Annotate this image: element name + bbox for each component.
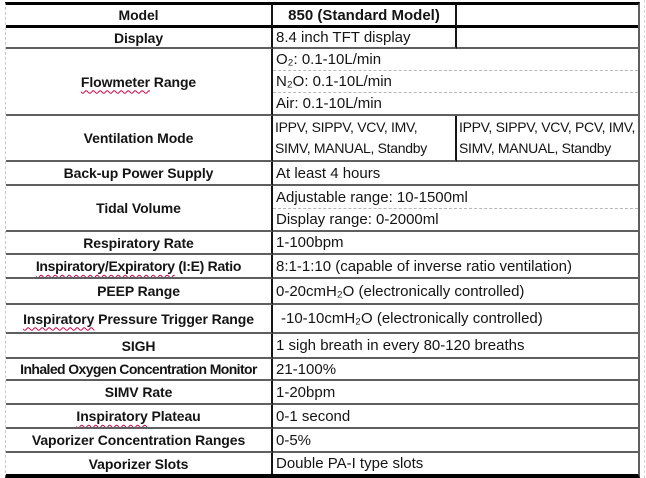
spec-value-simv-rate: 1-20bpm: [273, 381, 638, 405]
label-rest: Plateau: [147, 408, 201, 424]
flowmeter-range-label-text: Flowmeter Range: [81, 74, 196, 90]
spec-value2-display-empty: [457, 28, 638, 49]
spec-label-peep-range: PEEP Range: [6, 279, 273, 305]
spec-label-model: Model: [6, 5, 273, 28]
trigger-range-label-text: Inspiratory Pressure Trigger Range: [23, 311, 254, 327]
page-edge-dashed-line: [644, 0, 645, 478]
spec-value-inhaled-oxygen-concentration-monitor: 21-100%: [273, 359, 638, 381]
label-rest: (I:E) Ratio: [174, 258, 242, 274]
spec-value2-model-empty: [457, 5, 638, 28]
spec-value-display: 8.4 inch TFT display: [273, 28, 457, 49]
spec-label-inspiratory-plateau: Inspiratory Plateau: [6, 405, 273, 429]
spec-label-ventilation-mode: Ventilation Mode: [6, 116, 273, 162]
spec-value-ventilation-mode-standard: IPPV, SIPPV, VCV, IMV, SIMV, MANUAL, Sta…: [273, 116, 457, 162]
spec-value-inspiratory-plateau: 0-1 second: [273, 405, 638, 429]
spec-value-tidal-volume-display: Display range: 0-2000ml: [273, 209, 638, 232]
spec-label-vaporizer-slots: Vaporizer Slots: [6, 453, 273, 474]
spec-value-tidal-volume-adjustable: Adjustable range: 10-1500ml: [273, 186, 638, 209]
plateau-label-text: Inspiratory Plateau: [76, 408, 200, 424]
spec-value-sigh: 1 sigh breath in every 80-120 breaths: [273, 334, 638, 359]
spec-value-flowmeter-n2o: N₂O: 0.1-10L/min: [273, 71, 638, 93]
spec-value-flowmeter-o2: O₂: 0.1-10L/min: [273, 49, 638, 71]
spec-value-model: 850 (Standard Model): [273, 5, 457, 28]
spec-label-vaporizer-concentration-ranges: Vaporizer Concentration Ranges: [6, 429, 273, 453]
spec-value-vaporizer-slots: Double PA-I type slots: [276, 455, 424, 472]
spec-value-backup-power-supply: At least 4 hours: [273, 162, 638, 186]
spec-label-sigh: SIGH: [6, 334, 273, 359]
label-rest: Pressure Trigger Range: [94, 310, 254, 327]
spec-label-flowmeter-range: Flowmeter Range: [6, 49, 273, 116]
spec-label-respiratory-rate: Respiratory Rate: [6, 232, 273, 255]
misspelled-word: Inspiratory: [76, 408, 148, 424]
spec-label-simv-rate: SIMV Rate: [6, 381, 273, 405]
spec-value-flowmeter-air: Air: 0.1-10L/min: [273, 93, 638, 116]
misspelled-word: Flowmeter: [80, 73, 151, 90]
spec-label-tidal-volume: Tidal Volume: [6, 186, 273, 232]
spec-table: Model 850 (Standard Model) Display 8.4 i…: [5, 2, 640, 478]
spec-value-ventilation-mode-extended: IPPV, SIPPV, VCV, PCV, IMV, SIMV, MANUAL…: [457, 116, 638, 162]
misspelled-word: Inspiratory: [23, 310, 95, 327]
spec-value-inspiratory-pressure-trigger-range: -10-10cmH₂O (electronically controlled): [273, 305, 638, 334]
spec-label-inspiratory-expiratory-ratio: Inspiratory/Expiratory (I:E) Ratio: [6, 255, 273, 279]
spec-value-respiratory-rate: 1-100bpm: [273, 232, 638, 255]
label-rest: Range: [150, 73, 197, 90]
misspelled-word: Inspiratory/Expiratory: [35, 258, 175, 274]
spec-value-vaporizer-concentration-ranges: 0-5%: [273, 429, 638, 453]
spec-value-inspiratory-expiratory-ratio: 8:1-1:10 (capable of inverse ratio venti…: [273, 255, 638, 279]
spec-label-inspiratory-pressure-trigger-range: Inspiratory Pressure Trigger Range: [6, 305, 273, 334]
spec-label-backup-power-supply: Back-up Power Supply: [6, 162, 273, 186]
ie-ratio-label-text: Inspiratory/Expiratory (I:E) Ratio: [35, 258, 242, 274]
spec-label-inhaled-oxygen-concentration-monitor: Inhaled Oxygen Concentration Monitor: [6, 359, 273, 381]
spec-label-display: Display: [6, 28, 273, 49]
spec-value-peep-range: 0-20cmH₂O (electronically controlled): [273, 279, 638, 305]
